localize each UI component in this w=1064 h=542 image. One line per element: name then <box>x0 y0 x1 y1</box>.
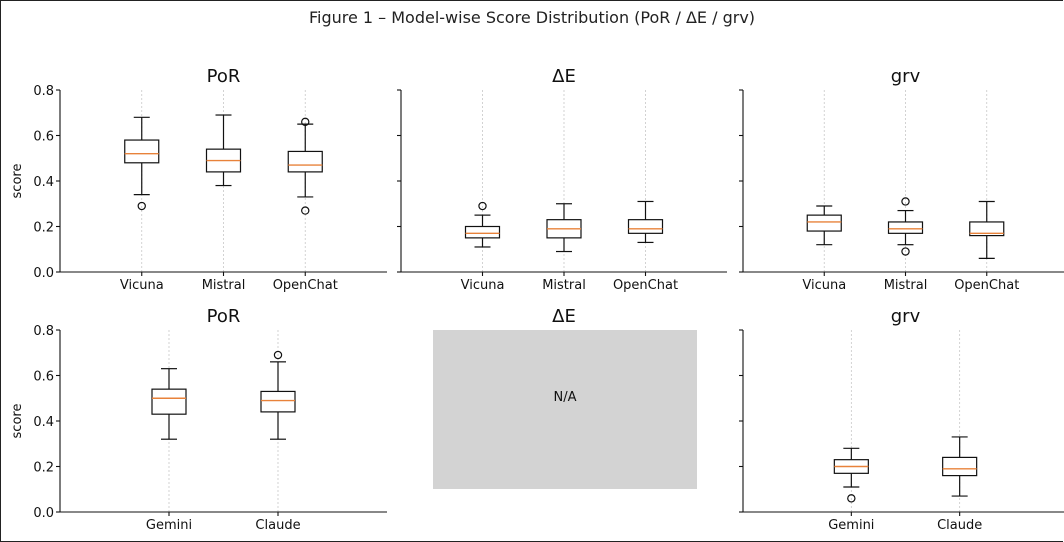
box-iqr <box>464 225 501 239</box>
box-iqr <box>942 456 978 477</box>
x-tick-label: Vicuna <box>120 278 164 293</box>
x-tick-label: OpenChat <box>613 278 678 293</box>
subplot-1: PoR 0.0 0.2 0.4 0.6 0.8 score Vicuna Mistral Open… <box>10 66 387 293</box>
y-tick-label: 0.2 <box>33 461 54 476</box>
boxplot-vicuna <box>124 116 160 211</box>
x-tick-label: Claude <box>255 518 300 533</box>
y-axis-label: score <box>10 404 25 439</box>
y-tick-label: 0.4 <box>33 175 54 190</box>
box-iqr <box>806 214 842 232</box>
y-tick-label: 0.2 <box>33 221 54 236</box>
na-placeholder <box>433 330 697 489</box>
box-iqr <box>287 150 323 173</box>
box-iqr <box>260 390 296 413</box>
subplot-title: PoR <box>207 306 241 327</box>
boxplot-claude <box>260 350 296 440</box>
x-tick-label: Mistral <box>202 278 246 293</box>
y-tick-label: 0.8 <box>33 84 54 99</box>
x-tick-label: Mistral <box>884 278 928 293</box>
x-tick-label: Claude <box>937 518 982 533</box>
outlier-point <box>137 201 146 211</box>
box-iqr <box>151 388 187 415</box>
outlier-point <box>273 350 283 360</box>
na-label: N/A <box>554 390 577 405</box>
x-tick-label: Vicuna <box>461 278 505 293</box>
x-tick-label: Vicuna <box>802 278 846 293</box>
subplot-title: ΔE <box>552 66 576 87</box>
box-iqr <box>887 221 924 234</box>
figure-title: Figure 1 – Model-wise Score Distribution… <box>308 8 756 27</box>
outlier-point <box>901 247 910 256</box>
box-iqr <box>627 219 664 234</box>
outlier-point <box>478 201 487 211</box>
boxplot-vicuna <box>464 201 501 248</box>
subplot-4: PoR 0.0 0.2 0.4 0.6 0.8 score Gemini Claude <box>10 306 387 533</box>
subplot-title: PoR <box>207 66 241 87</box>
box-iqr <box>969 221 1005 237</box>
y-tick-label: 0.4 <box>33 415 54 430</box>
subplot-6: grv Gemini Claude <box>739 306 1064 533</box>
outlier-point <box>847 494 856 503</box>
outlier-point <box>301 117 310 127</box>
y-tick-label: 0.6 <box>33 130 54 145</box>
boxplot-mistral <box>546 203 582 253</box>
x-tick-label: Gemini <box>146 518 192 533</box>
subplot-2: ΔE Vicuna Mistral OpenChat <box>397 66 727 293</box>
boxplot-openchat <box>969 200 1005 259</box>
boxplot-gemini <box>833 447 869 503</box>
x-tick-label: Gemini <box>828 518 874 533</box>
boxplot-vicuna <box>806 205 842 246</box>
box-iqr <box>124 139 160 164</box>
x-tick-label: OpenChat <box>273 278 338 293</box>
y-axis-label: score <box>10 164 25 199</box>
subplot-title: ΔE <box>552 306 576 327</box>
boxplot-mistral <box>205 114 242 187</box>
subplot-5: ΔE N/A <box>433 306 697 489</box>
subplot-title: grv <box>891 66 921 87</box>
boxplot-gemini <box>151 368 187 440</box>
outlier-point <box>301 206 310 215</box>
outlier-point <box>901 197 910 206</box>
boxplot-mistral <box>887 197 924 256</box>
subplot-title: grv <box>891 306 921 327</box>
x-tick-label: Mistral <box>542 278 586 293</box>
subplot-3: grv Vicuna Mistral OpenChat <box>739 66 1064 293</box>
boxplot-openchat <box>627 200 664 244</box>
boxplot-openchat <box>287 117 323 215</box>
y-tick-label: 0.0 <box>33 266 54 281</box>
boxplot-claude <box>942 436 978 497</box>
y-tick-label: 0.8 <box>33 324 54 339</box>
y-tick-label: 0.0 <box>33 506 54 521</box>
y-tick-label: 0.6 <box>33 370 54 385</box>
x-tick-label: OpenChat <box>954 278 1019 293</box>
